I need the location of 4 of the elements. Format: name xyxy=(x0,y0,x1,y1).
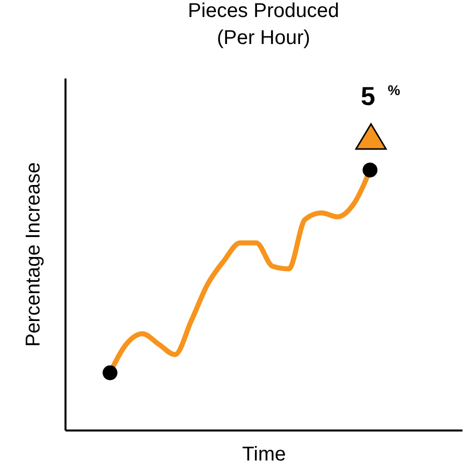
annotation: 5% xyxy=(360,81,401,112)
x-axis-title: Time xyxy=(242,444,286,466)
chart-title: Pieces Produced (Per Hour) xyxy=(188,0,340,49)
y-axis-title: Percentage Increase xyxy=(22,162,44,347)
